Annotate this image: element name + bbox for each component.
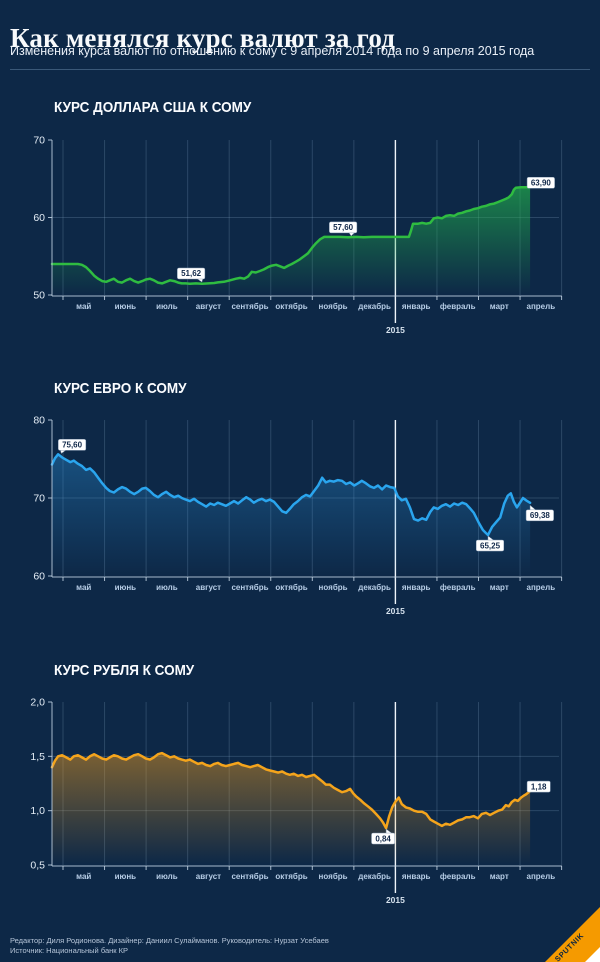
year-label: 2015: [386, 606, 405, 616]
x-tick-label: февраль: [440, 583, 476, 592]
callout-box: [58, 439, 87, 451]
x-tick-label: август: [196, 583, 221, 592]
x-tick-label: апрель: [527, 872, 556, 881]
x-tick-label: ноябрь: [319, 302, 348, 311]
callout-box: [525, 509, 554, 522]
callout-value: 75,60: [62, 441, 83, 450]
x-tick-label: февраль: [440, 872, 476, 881]
callout-box: [476, 539, 505, 552]
y-tick-label: 70: [33, 493, 45, 505]
y-tick-label: 50: [33, 290, 45, 302]
callout-box: [526, 780, 551, 793]
x-tick-label: декабрь: [358, 302, 391, 311]
brand-triangle: [545, 907, 600, 962]
x-tick-label: март: [490, 872, 509, 881]
page-subtitle: Изменения курса валют по отношению к сом…: [10, 44, 535, 58]
x-tick-label: январь: [402, 583, 431, 592]
year-label: 2015: [386, 325, 405, 335]
x-tick-label: ноябрь: [319, 872, 348, 881]
usd-chart: 70 60 50 май июнь июль август сентябрь октябрь но…: [33, 135, 563, 335]
y-tick-label: 80: [33, 415, 45, 427]
footer-credits-line: Редактор: Диля Родионова. Дизайнер: Дани…: [10, 936, 329, 945]
x-tick-label: июнь: [115, 583, 137, 592]
eur-annotation-1: 65,25: [476, 535, 505, 552]
callout-box: [371, 832, 395, 845]
x-tick-label: май: [76, 302, 91, 311]
rub-series-area: [52, 753, 531, 865]
footer-source-line: Источник: Национальный банк КР: [10, 946, 129, 955]
rub-annotation-0: 0,84: [371, 828, 395, 845]
usd-series-area: [52, 187, 531, 295]
usd-annotation-1: 57,60: [329, 221, 358, 237]
usd-chart-title: КУРС ДОЛЛАРА США К СОМУ: [54, 99, 252, 116]
callout-value: 57,60: [333, 223, 354, 232]
eur-annotation-2: 69,38: [525, 504, 554, 522]
footer-credits: Редактор: Диля Родионова. Дизайнер: Дани…: [10, 936, 329, 956]
x-tick-label: ноябрь: [319, 583, 348, 592]
rub-chart-title: КУРС РУБЛЯ К СОМУ: [54, 662, 195, 679]
y-tick-label: 60: [33, 571, 45, 583]
callout-value: 0,84: [375, 834, 391, 843]
x-tick-label: июнь: [115, 302, 137, 311]
callout-value: 63,90: [531, 178, 552, 187]
x-tick-label: март: [490, 583, 509, 592]
brand-corner-white: [585, 947, 600, 962]
x-tick-label: март: [490, 302, 509, 311]
usd-series-line: [50, 186, 532, 286]
x-tick-label: январь: [402, 302, 431, 311]
y-tick-label: 1,5: [30, 751, 45, 763]
x-tick-label: сентябрь: [231, 872, 268, 881]
callout-value: 69,38: [530, 511, 551, 520]
x-tick-label: январь: [402, 872, 431, 881]
y-tick-label: 1,0: [30, 805, 45, 817]
x-tick-label: сентябрь: [231, 583, 268, 592]
x-tick-label: октябрь: [275, 583, 307, 592]
x-tick-label: декабрь: [358, 583, 391, 592]
x-tick-label: июль: [156, 583, 178, 592]
callout-box: [526, 177, 555, 189]
callout-value: 51,62: [181, 269, 202, 278]
x-tick-label: август: [196, 872, 221, 881]
eur-annotation-0: 75,60: [58, 439, 87, 454]
x-tick-label: апрель: [527, 302, 556, 311]
usd-annotation-0: 51,62: [177, 267, 206, 283]
x-tick-label: декабрь: [358, 872, 391, 881]
brand-corner: SPUTNIK: [545, 907, 600, 962]
x-tick-label: октябрь: [275, 872, 307, 881]
x-tick-label: апрель: [527, 583, 556, 592]
y-tick-label: 70: [33, 135, 45, 147]
year-label: 2015: [386, 895, 405, 905]
rub-series-line: [50, 751, 532, 830]
eur-chart-title: КУРС ЕВРО К СОМУ: [54, 380, 187, 397]
x-tick-label: июль: [156, 872, 178, 881]
callout-box: [329, 221, 358, 234]
x-tick-label: июнь: [115, 872, 137, 881]
eur-series-line: [50, 453, 532, 537]
callout-box: [177, 267, 206, 280]
x-tick-label: август: [196, 302, 221, 311]
x-tick-label: сентябрь: [231, 302, 268, 311]
x-tick-label: июль: [156, 302, 178, 311]
usd-annotation-2: 63,90: [526, 177, 555, 189]
x-tick-label: май: [76, 583, 91, 592]
callout-value: 65,25: [480, 541, 501, 550]
eur-series-area: [52, 454, 531, 576]
eur-chart: 80 70 60 май июнь июль август сентябрь октябрь но…: [33, 415, 563, 616]
y-tick-label: 60: [33, 212, 45, 224]
header-divider: [10, 69, 590, 70]
rub-annotation-1: 1,18: [526, 780, 551, 793]
callout-value: 1,18: [531, 782, 547, 791]
y-tick-label: 2,0: [30, 697, 45, 709]
x-tick-label: февраль: [440, 302, 476, 311]
rub-chart: 2,0 1,5 1,0 0,5 май июнь июль август сентябрь окт…: [30, 697, 563, 905]
x-tick-label: октябрь: [275, 302, 307, 311]
page-title: Как менялся курс валют за год: [10, 23, 396, 54]
y-tick-label: 0,5: [30, 860, 45, 872]
x-tick-label: май: [76, 872, 91, 881]
